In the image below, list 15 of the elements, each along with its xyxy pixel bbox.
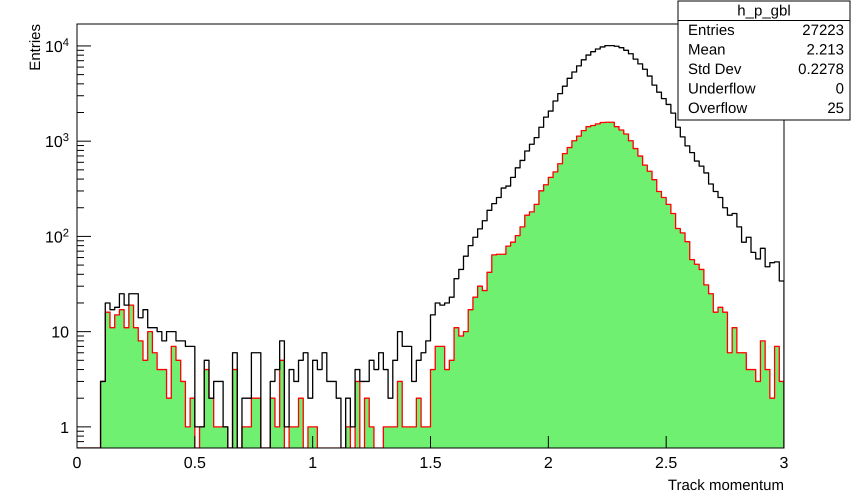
y-tick-label: 10 [51,324,70,342]
y-tick-label: 10$^{4}$ [44,36,69,56]
x-tick-label: 2 [544,455,553,472]
y-tick-label: 10$^{2}$ [44,227,69,246]
x-tick-label: 1 [308,455,318,472]
x-tick-label: 0.5 [184,455,206,472]
x-tick-label: 0 [72,455,82,472]
x-axis-title: Track momentum [668,477,784,494]
x-tick-label: 2.5 [655,455,678,472]
x-tick-label: 1.5 [419,455,442,472]
statistics-box: h_p_gbl Entries 27223 Mean 2.213 Std Dev 0.2278 Underflow 0 Overflow 25 [678,0,850,120]
y-axis-title: Entries [27,24,44,71]
x-tick-label: 3 [780,455,789,472]
y-tick-label: 1 [60,420,70,437]
y-tick-label: 10$^{3}$ [44,132,69,152]
